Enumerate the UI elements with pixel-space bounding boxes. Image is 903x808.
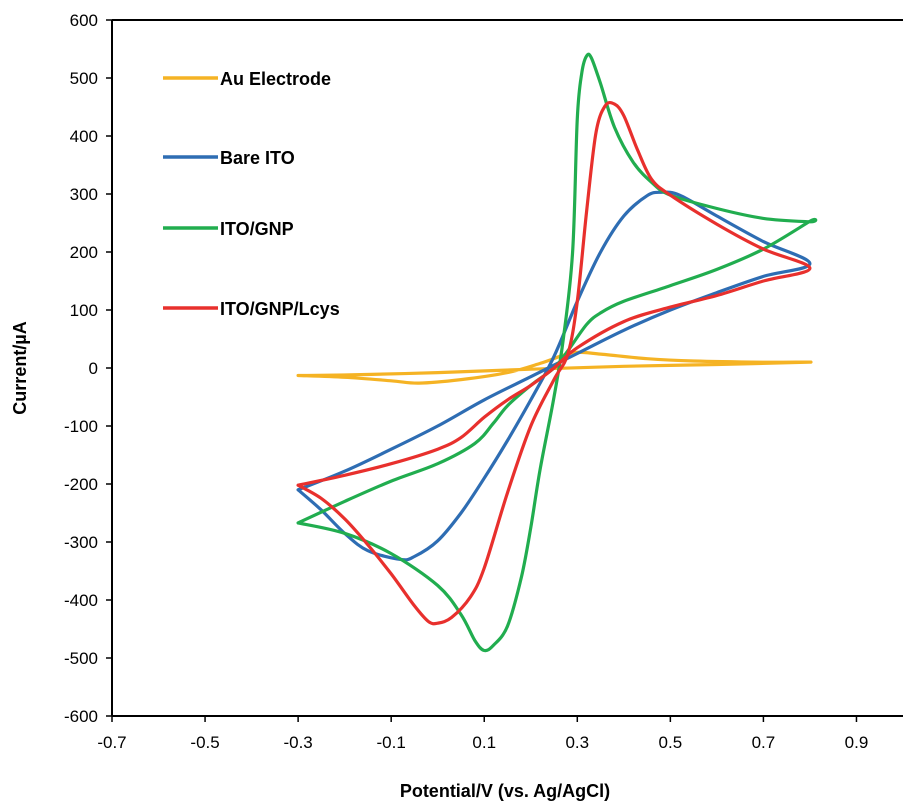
y-tick-label: -400 <box>64 591 98 610</box>
y-tick-label: -300 <box>64 533 98 552</box>
y-tick-label: 100 <box>70 301 98 320</box>
series-layer <box>296 52 818 653</box>
legend-label-au-electrode: Au Electrode <box>220 69 331 89</box>
legend-label-bare-ito: Bare ITO <box>220 148 295 168</box>
x-tick-label: -0.7 <box>97 733 126 752</box>
y-ticks: -600 -500 -400 -300 -200 -100 0 100 200 300 400 500… <box>64 11 112 726</box>
x-tick-label: 0.5 <box>659 733 683 752</box>
y-tick-label: -100 <box>64 417 98 436</box>
series-line-au-electrode <box>296 350 813 385</box>
x-tick-label: 0.3 <box>565 733 589 752</box>
series-line-ito-gnp-lcys <box>296 100 812 626</box>
y-tick-label: -600 <box>64 707 98 726</box>
y-tick-label: 500 <box>70 69 98 88</box>
y-tick-label: 300 <box>70 185 98 204</box>
x-tick-label: 0.9 <box>845 733 869 752</box>
x-tick-label: 0.1 <box>472 733 496 752</box>
x-tick-label: -0.1 <box>377 733 406 752</box>
x-tick-label: 0.7 <box>752 733 776 752</box>
y-tick-label: 200 <box>70 243 98 262</box>
y-tick-label: 400 <box>70 127 98 146</box>
x-ticks: -0.7 -0.5 -0.3 -0.1 0.1 0.3 0.5 0.7 0.9 <box>97 716 868 752</box>
x-axis-title: Potential/V (vs. Ag/AgCl) <box>400 781 610 801</box>
legend-label-ito-gnp-lcys: ITO/GNP/Lcys <box>220 299 340 319</box>
series-line-bare-ito <box>296 190 812 562</box>
legend-label-ito-gnp: ITO/GNP <box>220 219 294 239</box>
legend: Au Electrode Bare ITO ITO/GNP ITO/GNP/Lcys <box>163 69 340 319</box>
y-tick-label: -200 <box>64 475 98 494</box>
y-axis-title: Current/µA <box>10 321 30 414</box>
y-tick-label: 0 <box>89 359 98 378</box>
y-tick-label: -500 <box>64 649 98 668</box>
x-tick-label: -0.5 <box>190 733 219 752</box>
y-tick-label: 600 <box>70 11 98 30</box>
x-tick-label: -0.3 <box>283 733 312 752</box>
